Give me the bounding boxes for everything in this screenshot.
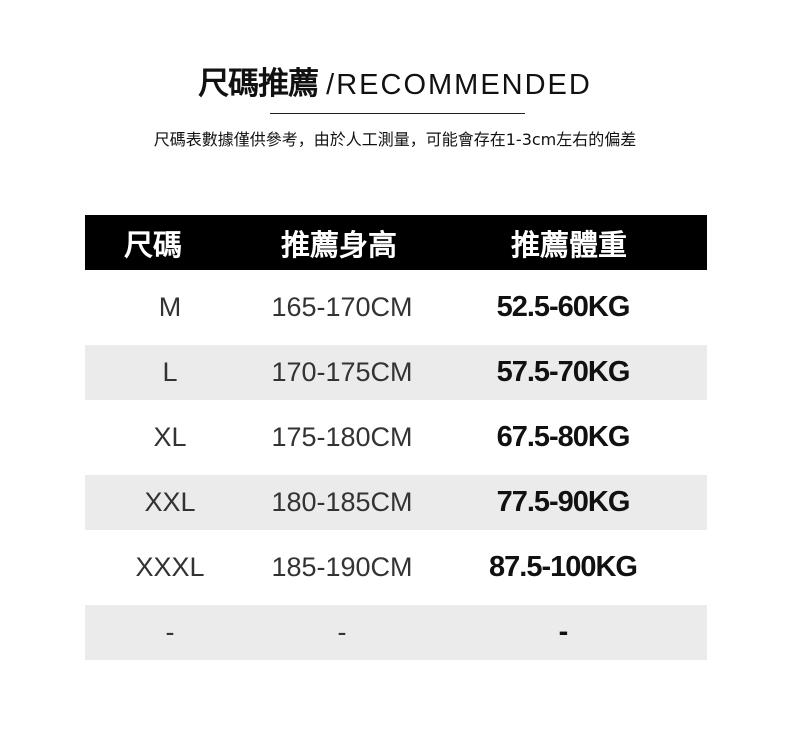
table-row: M 165-170CM 52.5-60KG: [85, 270, 707, 345]
size-table: 尺碼 推薦身高 推薦體重 M 165-170CM 52.5-60KG L 170…: [85, 215, 707, 660]
weight-cell: -: [558, 616, 569, 648]
header-height: 推薦身高: [280, 227, 398, 262]
height-cell: 175-180CM: [271, 422, 413, 452]
height-cell: 185-190CM: [271, 552, 413, 582]
height-cell: 180-185CM: [271, 487, 413, 517]
size-cell: M: [158, 292, 182, 322]
header-weight: 推薦體重: [510, 227, 628, 262]
size-cell: L: [162, 357, 178, 387]
table-row: L 170-175CM 57.5-70KG: [85, 345, 707, 400]
size-cell: XXL: [144, 487, 196, 517]
height-cell: 165-170CM: [271, 292, 413, 322]
weight-cell: 87.5-100KG: [489, 551, 638, 583]
table-row: - - -: [85, 605, 707, 660]
page-title: 尺碼推薦/RECOMMENDED: [0, 58, 790, 103]
title-divider: [270, 113, 525, 114]
weight-cell: 57.5-70KG: [496, 356, 631, 388]
weight-cell: 67.5-80KG: [496, 421, 631, 453]
weight-cell: 77.5-90KG: [496, 486, 631, 518]
size-cell: -: [165, 617, 175, 647]
table-header: 尺碼 推薦身高 推薦體重: [85, 215, 707, 270]
size-cell: XXXL: [135, 552, 205, 582]
weight-cell: 52.5-60KG: [496, 291, 631, 323]
title-english: /RECOMMENDED: [326, 69, 592, 101]
height-cell: 170-175CM: [271, 357, 413, 387]
title-chinese: 尺碼推薦: [198, 66, 319, 102]
height-cell: -: [337, 617, 347, 647]
size-cell: XL: [153, 422, 187, 452]
subtitle-note: 尺碼表數據僅供參考，由於人工測量，可能會存在1-3cm左右的偏差: [153, 130, 637, 149]
header-size: 尺碼: [123, 227, 183, 262]
table-row: XL 175-180CM 67.5-80KG: [85, 400, 707, 475]
table-row: XXXL 185-190CM 87.5-100KG: [85, 530, 707, 605]
table-row: XXL 180-185CM 77.5-90KG: [85, 475, 707, 530]
